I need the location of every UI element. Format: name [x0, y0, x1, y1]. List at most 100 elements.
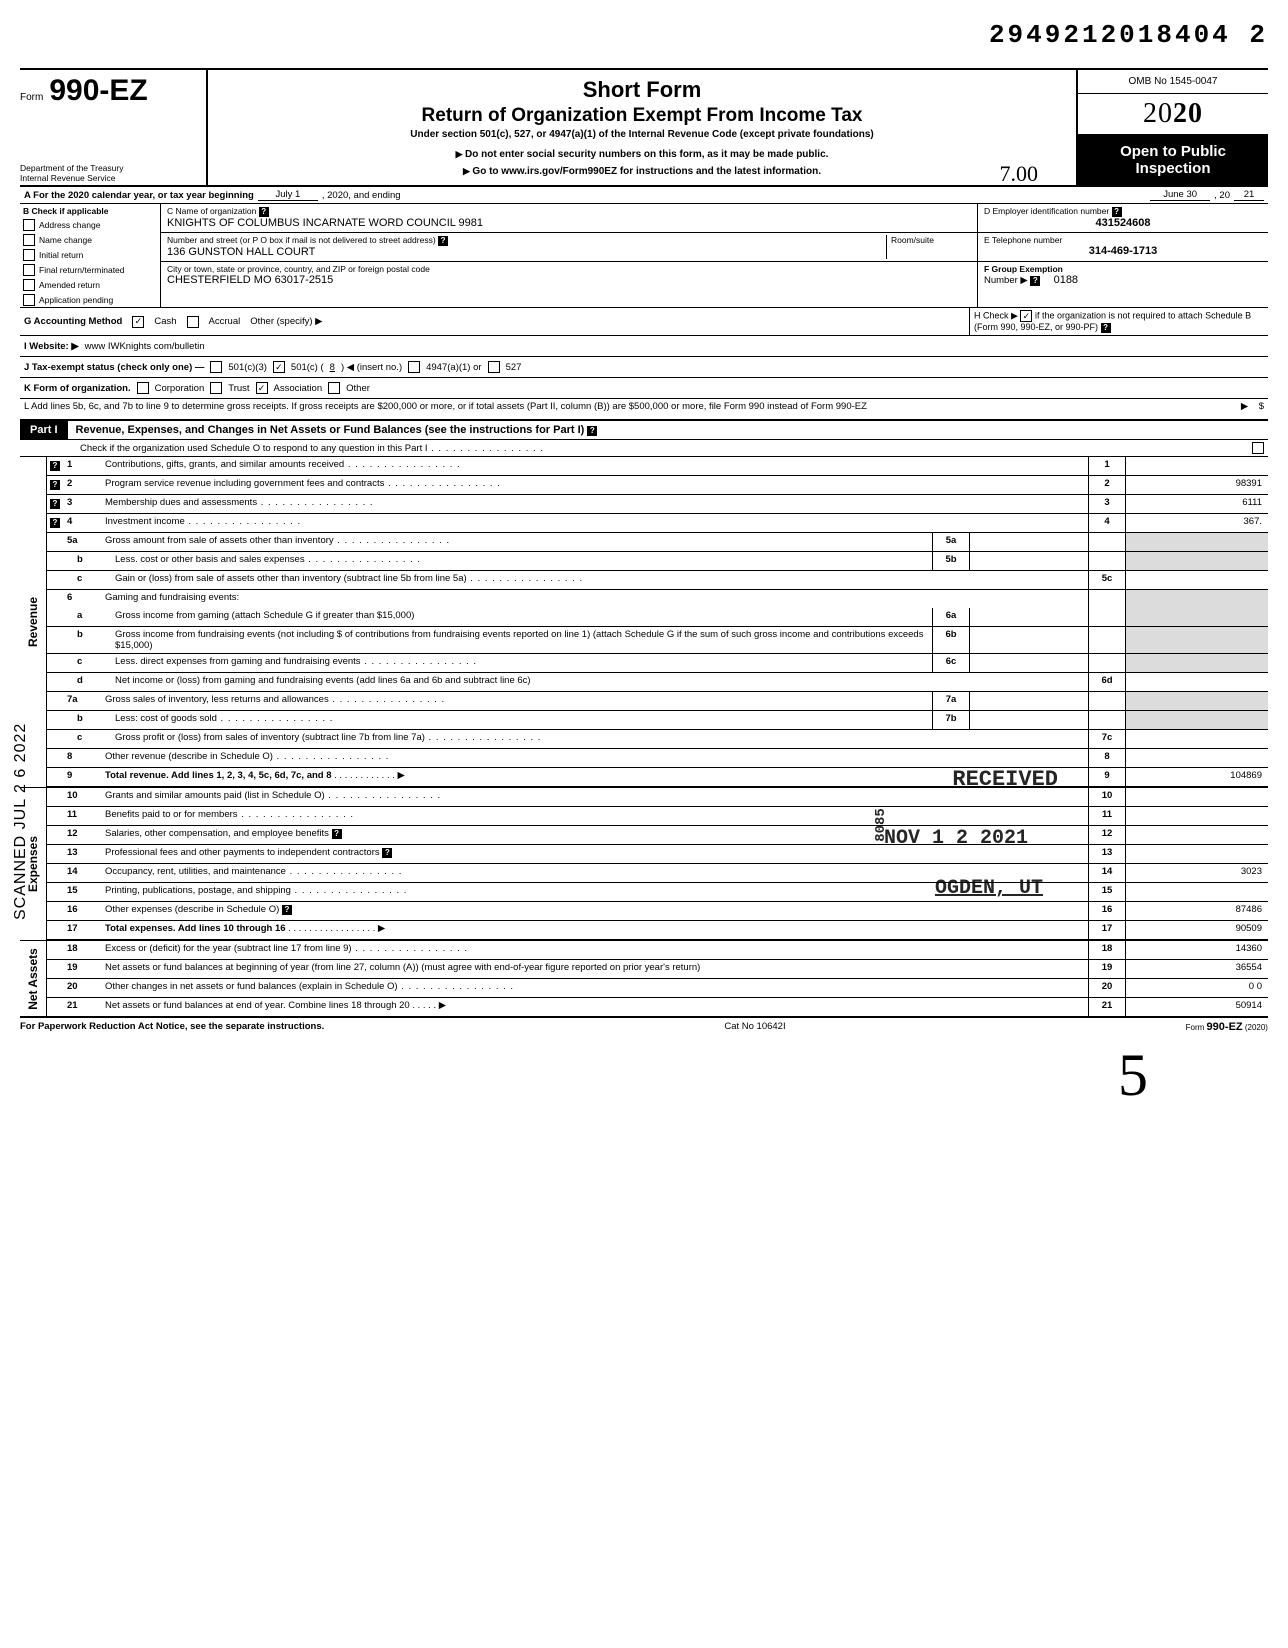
group-num-label: Number ▶ — [984, 275, 1028, 286]
lbl-final-return: Final return/terminated — [39, 265, 125, 275]
lbl-address-change: Address change — [39, 220, 100, 230]
form-of-org-label: K Form of organization. — [24, 383, 131, 394]
line-10-num: 10 — [63, 788, 101, 806]
part-1-table: RECEIVED NOV 1 2 2021 OGDEN, UT 8085 Rev… — [20, 457, 1268, 1016]
line-9-box: 9 — [1088, 768, 1125, 786]
year-2: 2 — [1143, 98, 1158, 129]
help-icon[interactable]: ? — [438, 236, 448, 246]
line-11-val — [1125, 807, 1268, 825]
expenses-side-label: Expenses — [20, 788, 47, 940]
chk-501c3[interactable] — [210, 361, 222, 373]
line-6a-desc: Gross income from gaming (attach Schedul… — [111, 608, 932, 626]
line-7a-num: 7a — [63, 692, 101, 710]
tax-exempt-label: J Tax-exempt status (check only one) — — [24, 362, 204, 373]
line-7a-val — [970, 692, 1088, 710]
line-5b-val — [970, 552, 1088, 570]
line-7b-num: b — [63, 711, 111, 729]
help-icon[interactable]: ? — [50, 499, 60, 509]
lbl-amended: Amended return — [39, 280, 100, 290]
short-form-label: Short Form — [216, 77, 1068, 103]
line-9-desc: Total revenue. Add lines 1, 2, 3, 4, 5c,… — [105, 770, 332, 781]
help-icon[interactable]: ? — [1112, 207, 1122, 217]
line-6a-outer — [1088, 608, 1125, 626]
ein-label: D Employer identification number — [984, 206, 1109, 216]
line-5b-outer — [1088, 552, 1125, 570]
line-6c-desc: Less. direct expenses from gaming and fu… — [111, 654, 932, 672]
line-7c-num: c — [63, 730, 111, 748]
line-5b-desc: Less. cost or other basis and sales expe… — [111, 552, 932, 570]
line-8-desc: Other revenue (describe in Schedule O) — [101, 749, 1088, 767]
help-icon[interactable]: ? — [1101, 323, 1111, 333]
lbl-assoc: Association — [274, 383, 323, 394]
chk-amended[interactable] — [23, 279, 35, 291]
help-icon[interactable]: ? — [1030, 276, 1040, 286]
line-14-box: 14 — [1088, 864, 1125, 882]
line-5c-val — [1125, 571, 1268, 589]
line-7b-val — [970, 711, 1088, 729]
line-4-num: 4 — [63, 514, 101, 532]
501c-num: 8 — [330, 362, 335, 373]
row-a-tax-year: A For the 2020 calendar year, or tax yea… — [20, 187, 1268, 204]
line-19-num: 19 — [63, 960, 101, 978]
page-footer: For Paperwork Reduction Act Notice, see … — [20, 1016, 1268, 1033]
line-8-num: 8 — [63, 749, 101, 767]
line-1-desc: Contributions, gifts, grants, and simila… — [101, 457, 1088, 475]
line-6d-box: 6d — [1088, 673, 1125, 691]
tax-year-begin: July 1 — [258, 189, 318, 201]
line-20-num: 20 — [63, 979, 101, 997]
line-5c-num: c — [63, 571, 111, 589]
line-11-box: 11 — [1088, 807, 1125, 825]
line-11-desc: Benefits paid to or for members — [101, 807, 1088, 825]
chk-initial-return[interactable] — [23, 249, 35, 261]
lbl-app-pending: Application pending — [39, 295, 113, 305]
line-7a-desc: Gross sales of inventory, less returns a… — [101, 692, 932, 710]
line-12-box: 12 — [1088, 826, 1125, 844]
tax-year: 2020 — [1078, 94, 1268, 135]
chk-corp[interactable] — [137, 382, 149, 394]
line-6b-outer — [1088, 627, 1125, 653]
line-20-desc: Other changes in net assets or fund bala… — [101, 979, 1088, 997]
addr-label: Number and street (or P O box if mail is… — [167, 235, 436, 245]
help-icon[interactable]: ? — [282, 905, 292, 915]
chk-4947[interactable] — [408, 361, 420, 373]
accounting-method-label: G Accounting Method — [24, 316, 122, 327]
line-6a-outerval — [1125, 608, 1268, 626]
chk-app-pending[interactable] — [23, 294, 35, 306]
chk-assoc[interactable] — [256, 382, 268, 394]
chk-address-change[interactable] — [23, 219, 35, 231]
line-15-box: 15 — [1088, 883, 1125, 901]
org-name-label: C Name of organization — [167, 206, 256, 216]
chk-final-return[interactable] — [23, 264, 35, 276]
chk-schedule-o[interactable] — [1252, 442, 1264, 454]
lbl-accrual: Accrual — [209, 316, 241, 327]
chk-name-change[interactable] — [23, 234, 35, 246]
info-grid: B Check if applicable Address change Nam… — [20, 204, 1268, 308]
chk-527[interactable] — [488, 361, 500, 373]
chk-trust[interactable] — [210, 382, 222, 394]
help-icon[interactable]: ? — [50, 518, 60, 528]
form-word: Form — [20, 92, 43, 103]
line-5c-desc: Gain or (loss) from sale of assets other… — [111, 571, 1088, 589]
line-9-num: 9 — [63, 768, 101, 786]
col-b-header: B Check if applicable — [20, 204, 160, 217]
line-21-box: 21 — [1088, 998, 1125, 1016]
line-7c-val — [1125, 730, 1268, 748]
chk-other-org[interactable] — [328, 382, 340, 394]
line-6c-outer — [1088, 654, 1125, 672]
chk-cash[interactable] — [132, 316, 144, 328]
chk-accrual[interactable] — [187, 316, 199, 328]
line-13-box: 13 — [1088, 845, 1125, 863]
lbl-other-org: Other — [346, 383, 370, 394]
help-icon[interactable]: ? — [259, 207, 269, 217]
line-19-box: 19 — [1088, 960, 1125, 978]
chk-501c[interactable] — [273, 361, 285, 373]
chk-schedule-b[interactable] — [1020, 310, 1032, 322]
help-icon[interactable]: ? — [50, 480, 60, 490]
help-icon[interactable]: ? — [587, 426, 597, 436]
help-icon[interactable]: ? — [332, 829, 342, 839]
help-icon[interactable]: ? — [382, 848, 392, 858]
part-1-title: Revenue, Expenses, and Changes in Net As… — [76, 424, 585, 436]
line-3-val: 6111 — [1125, 495, 1268, 513]
help-icon[interactable]: ? — [50, 461, 60, 471]
group-exempt-num: 0188 — [1054, 274, 1078, 286]
